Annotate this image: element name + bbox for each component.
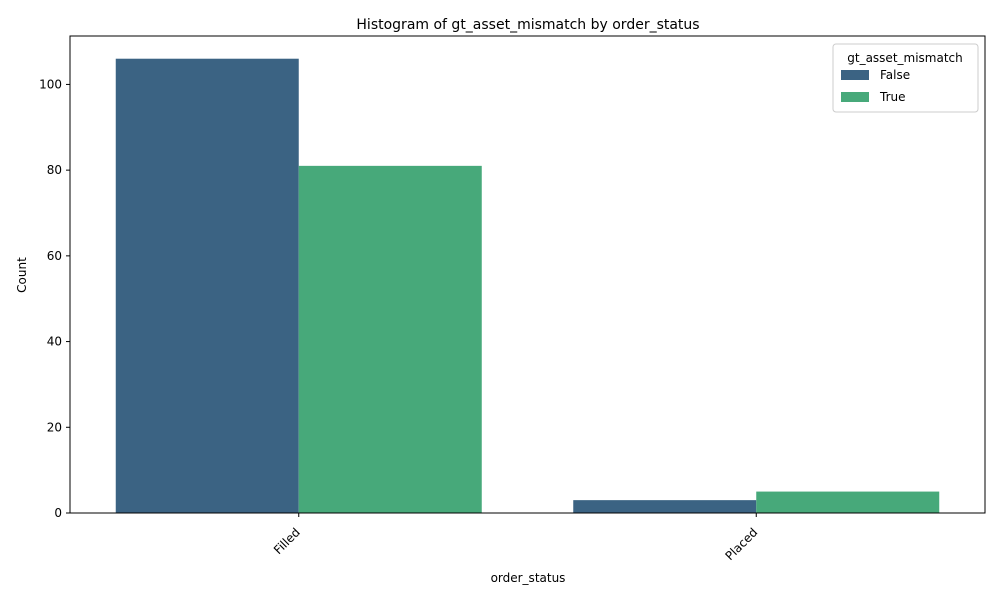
y-tick-label: 80 xyxy=(47,163,62,177)
x-tick-label-placed: Placed xyxy=(723,525,761,563)
y-tick-label: 0 xyxy=(54,506,62,520)
legend-box xyxy=(832,43,979,113)
legend-swatch-false xyxy=(841,70,869,80)
legend-label-true: True xyxy=(879,90,906,104)
bar-filled-false xyxy=(115,58,299,513)
x-axis-label: order_status xyxy=(491,571,566,585)
bar-placed-true xyxy=(756,491,940,513)
y-tick-label: 60 xyxy=(47,249,62,263)
plot-frame xyxy=(69,35,986,514)
x-tick-label-filled: Filled xyxy=(271,525,303,557)
legend-label-false: False xyxy=(880,68,910,82)
legend: gt_asset_mismatch False True xyxy=(832,43,979,113)
y-tick-label: 100 xyxy=(39,77,62,91)
y-tick-label: 20 xyxy=(47,420,62,434)
y-tick-label: 40 xyxy=(47,335,62,349)
legend-entries: False True xyxy=(841,68,910,104)
x-axis: Filled Placed xyxy=(271,513,760,563)
bar-placed-false xyxy=(573,500,757,513)
legend-swatch-true xyxy=(841,92,869,102)
bars-group xyxy=(115,58,940,513)
bar-filled-true xyxy=(298,165,482,513)
y-axis-label: Count xyxy=(15,257,29,293)
legend-title: gt_asset_mismatch xyxy=(847,51,963,65)
chart-title: Histogram of gt_asset_mismatch by order_… xyxy=(356,17,699,33)
y-axis: 0 20 40 60 80 100 xyxy=(39,77,70,520)
